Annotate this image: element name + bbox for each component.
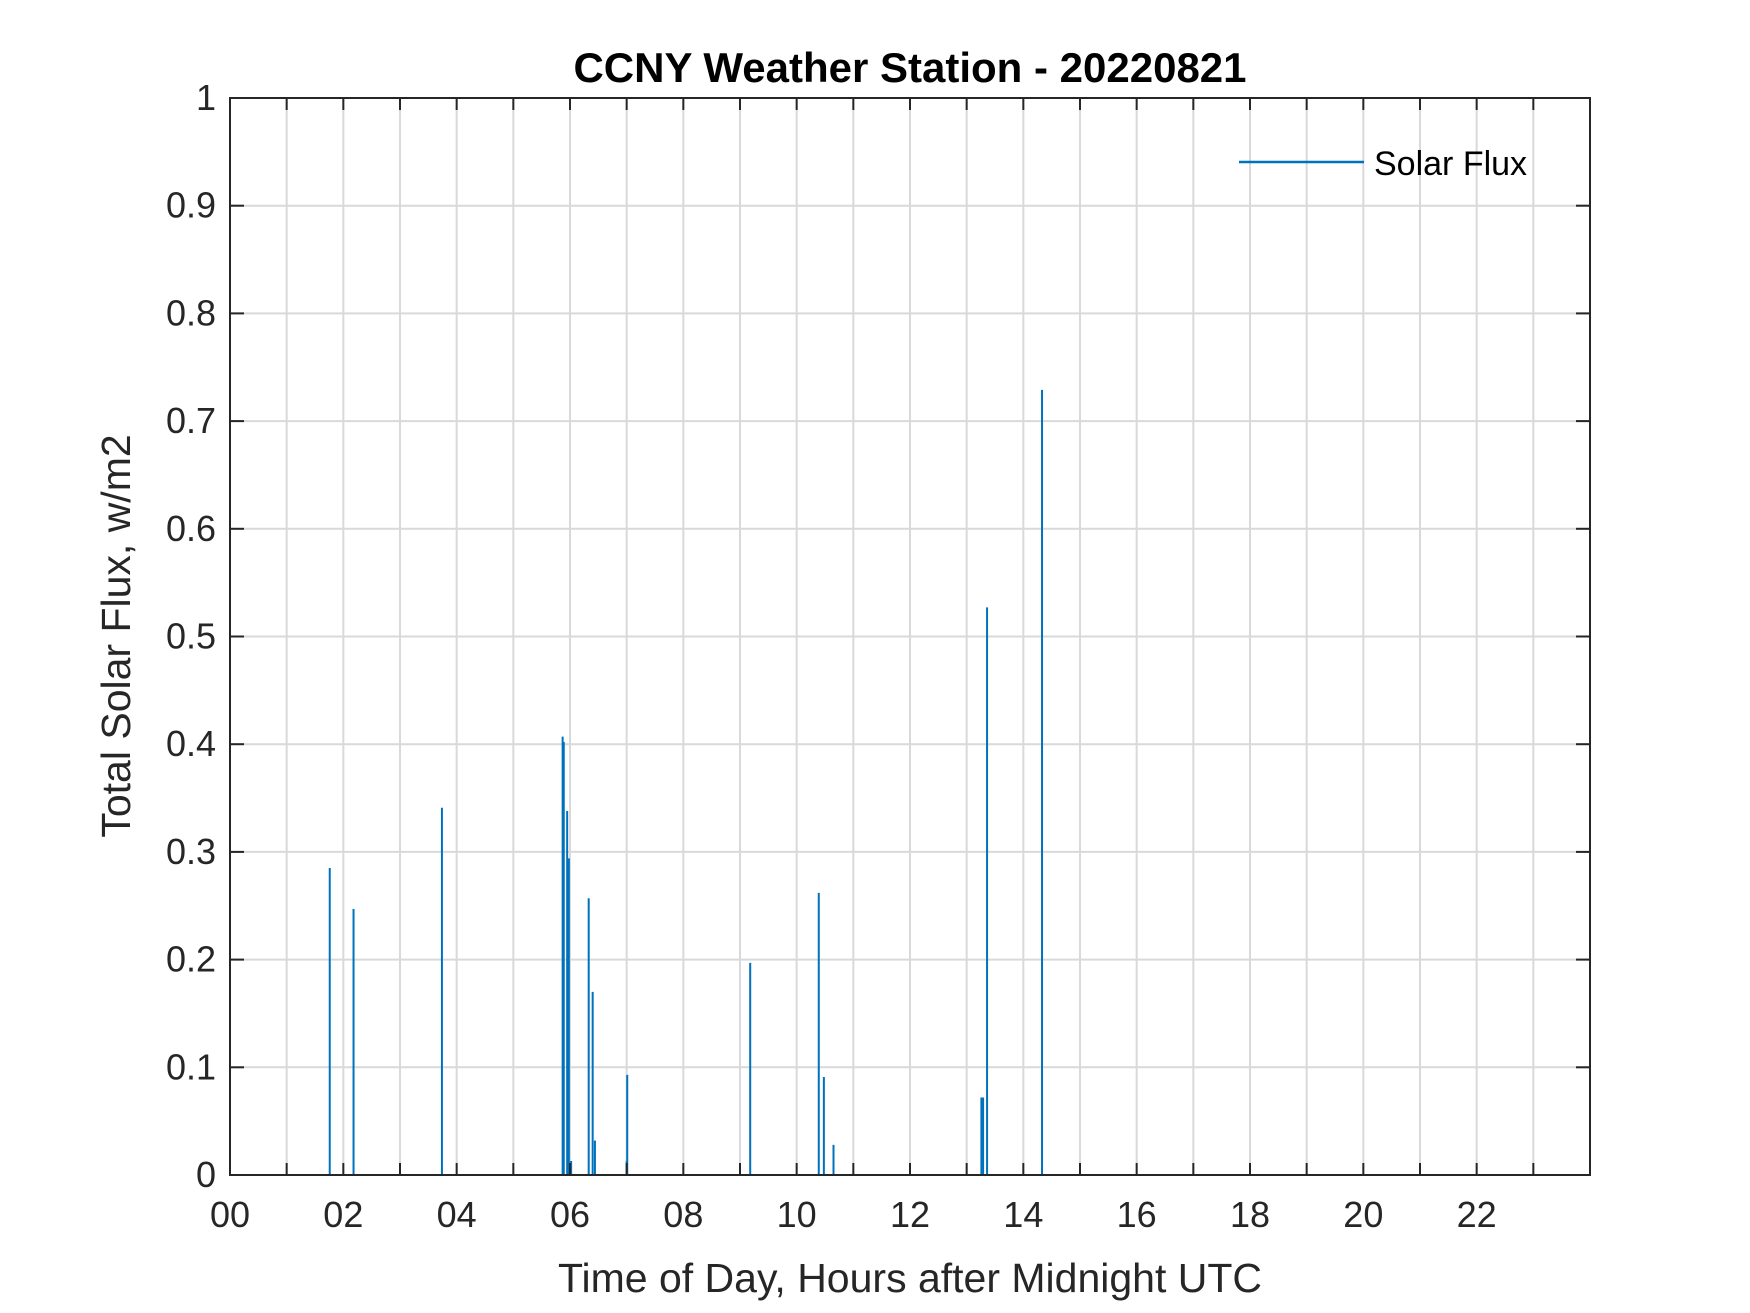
x-tick-label: 08 [663, 1194, 703, 1235]
y-tick-label: 0.8 [166, 292, 216, 333]
y-tick-label: 1 [196, 77, 216, 118]
x-axis-label: Time of Day, Hours after Midnight UTC [558, 1255, 1262, 1301]
x-tick-label: 06 [550, 1194, 590, 1235]
x-tick-label: 14 [1003, 1194, 1043, 1235]
legend-label-solar-flux: Solar Flux [1374, 145, 1527, 183]
grid-lines [230, 98, 1590, 1175]
y-tick-label: 0.4 [166, 723, 216, 764]
x-tick-label: 04 [437, 1194, 477, 1235]
y-tick-labels: 0 0.1 0.2 0.3 0.4 0.5 0.6 0.7 0.8 0.9 1 [166, 77, 216, 1195]
chart-title: CCNY Weather Station - 20220821 [573, 44, 1246, 91]
x-tick-labels: 00 02 04 06 08 10 12 14 16 18 20 22 [210, 1194, 1497, 1235]
x-tick-label: 20 [1343, 1194, 1383, 1235]
axis-ticks [230, 98, 1590, 1175]
x-tick-label: 16 [1117, 1194, 1157, 1235]
x-tick-label: 10 [777, 1194, 817, 1235]
x-tick-label: 12 [890, 1194, 930, 1235]
x-tick-label: 18 [1230, 1194, 1270, 1235]
x-tick-label: 22 [1457, 1194, 1497, 1235]
solar-flux-series [328, 389, 1044, 1175]
y-tick-label: 0.5 [166, 616, 216, 657]
legend: Solar Flux [1239, 145, 1527, 183]
y-tick-label: 0 [196, 1154, 216, 1195]
y-tick-label: 0.9 [166, 185, 216, 226]
y-tick-label: 0.3 [166, 831, 216, 872]
y-tick-label: 0.2 [166, 939, 216, 980]
x-tick-label: 00 [210, 1194, 250, 1235]
x-tick-label: 02 [323, 1194, 363, 1235]
y-tick-label: 0.1 [166, 1046, 216, 1087]
y-tick-label: 0.7 [166, 400, 216, 441]
y-tick-label: 0.6 [166, 508, 216, 549]
y-axis-label: Total Solar Flux, w/m2 [93, 434, 139, 837]
